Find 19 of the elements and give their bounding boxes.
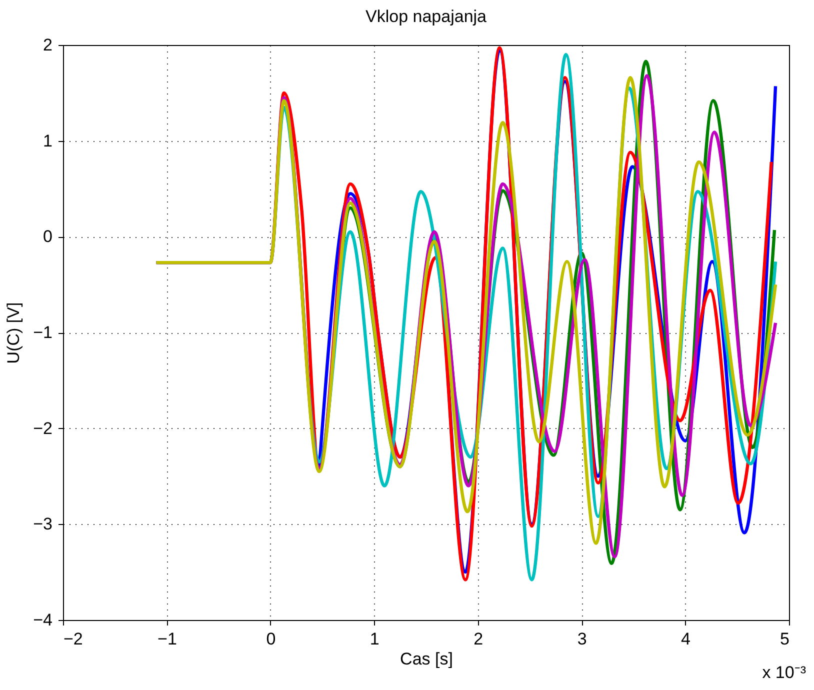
x-tick-label: −2 xyxy=(64,630,83,648)
y-tick-label: −3 xyxy=(33,514,52,534)
x-tick-label: 2 xyxy=(474,630,484,648)
y-tick-label: −2 xyxy=(33,418,52,438)
x-tick-label: 1 xyxy=(370,630,380,648)
x-tick-label: 0 xyxy=(266,630,276,648)
y-tick-label: −1 xyxy=(33,323,52,342)
y-axis-title: U(C) [V] xyxy=(4,302,24,364)
x-tick-label: 3 xyxy=(577,630,587,648)
y-tick-label: 0 xyxy=(43,227,52,246)
y-tick-label: −4 xyxy=(33,610,52,630)
y-tick-label: 2 xyxy=(43,36,52,54)
x-tick-label: 4 xyxy=(681,630,691,648)
text: x 10⁻³ xyxy=(762,662,806,683)
x-axis-title: Cas [s] xyxy=(400,650,453,668)
x-tick-label: 5 xyxy=(780,630,790,648)
chart-title: Vklop napajanja xyxy=(366,7,488,26)
x-tick-label: −1 xyxy=(158,630,177,648)
y-tick-label: 1 xyxy=(43,131,52,150)
